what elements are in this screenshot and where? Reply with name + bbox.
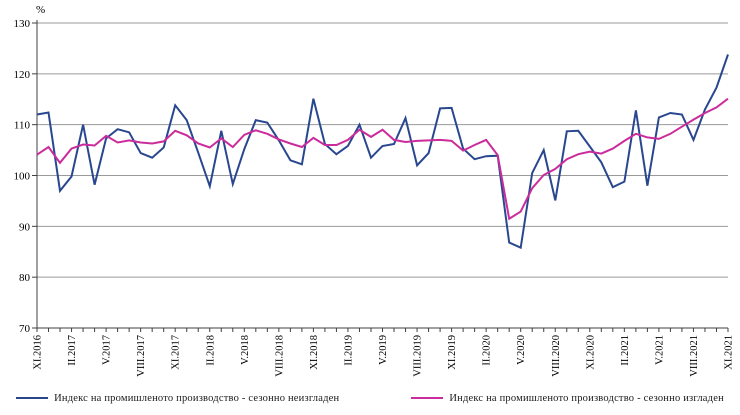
x-axis-tick-label: XI.2016 (33, 335, 44, 370)
x-axis-tick-label: VIII.2018 (274, 335, 285, 377)
legend-label-unadjusted: Индекс на промишленото производство - се… (54, 392, 340, 404)
legend-label-adjusted: Индекс на промишленото производство - се… (449, 392, 724, 404)
y-axis-unit-label: % (36, 4, 45, 16)
x-axis-tick-label: V.2019 (378, 335, 389, 365)
legend-line-sample-adjusted (411, 397, 444, 399)
x-axis-tick-label: XI.2017 (171, 335, 182, 370)
series-line-unadjusted (36, 54, 729, 250)
plot-area: 70 80 90 100 110 120 130% XI.2016 II.2017 V.2017 V… (14, 4, 735, 377)
x-axis-tick-label: II.2017 (67, 335, 78, 366)
chart-legend: Индекс на промишленото производство - се… (0, 386, 740, 410)
legend-item-adjusted: Индекс на промишленото производство - се… (411, 393, 724, 404)
x-axis-tick-label: VIII.2019 (413, 335, 424, 377)
y-axis-tick-label: 80 (19, 272, 31, 284)
y-axis-tick-label: 90 (19, 221, 31, 233)
x-axis-tick-label: XI.2021 (724, 335, 735, 370)
y-axis-tick-label: 100 (14, 171, 31, 183)
y-axis-tick-label: 120 (14, 69, 31, 81)
y-axis-tick-label: 130 (14, 18, 31, 30)
series-line-adjusted (36, 97, 729, 221)
x-axis-tick-label: VIII.2017 (136, 335, 147, 377)
y-axis-tick-label: 70 (19, 323, 31, 335)
x-axis-tick-label: XI.2019 (447, 335, 458, 370)
legend-item-unadjusted: Индекс на промишленото производство - се… (16, 393, 339, 404)
x-axis-tick-label: V.2018 (240, 335, 251, 365)
x-axis-tick-label: II.2021 (620, 335, 631, 366)
x-axis-tick-label: VIII.2020 (551, 335, 562, 377)
x-axis-tick-label: V.2017 (102, 335, 113, 365)
x-axis-tick-label: V.2021 (654, 335, 665, 365)
x-axis-tick-label: XI.2020 (585, 335, 596, 370)
y-axis-tick-label: 110 (14, 120, 31, 132)
x-axis-tick-label: II.2019 (343, 335, 354, 366)
x-axis-tick-label: II.2020 (482, 335, 493, 366)
legend-line-sample-unadjusted (16, 397, 49, 399)
x-axis-tick-label: VIII.2021 (689, 335, 700, 377)
x-axis-tick-label: XI.2018 (309, 335, 320, 370)
x-axis-tick-label: V.2020 (516, 335, 527, 365)
line-chart: 70 80 90 100 110 120 130% XI.2016 II.2017 V.2017 V… (14, 4, 735, 377)
x-axis-tick-label: II.2018 (205, 335, 216, 366)
